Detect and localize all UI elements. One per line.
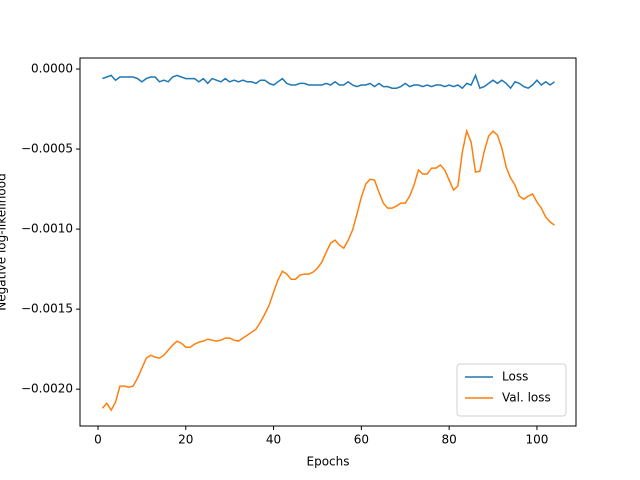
x-tick-label: 60 (354, 433, 369, 447)
x-axis-label: Epochs (307, 455, 350, 469)
x-tick-label: 0 (94, 433, 102, 447)
line (101, 128, 555, 412)
x-tick-label: 80 (442, 433, 457, 447)
x-tick-label: 20 (178, 433, 193, 447)
y-tick-label: −0.0015 (21, 302, 73, 316)
y-tick-label: −0.0020 (21, 382, 73, 396)
y-tick-label: −0.0005 (21, 142, 73, 156)
legend-label: Loss (502, 370, 528, 384)
y-tick-label: 0.0000 (31, 61, 73, 75)
x-tick-label: 40 (266, 433, 281, 447)
x-tick-label: 100 (525, 433, 548, 447)
plot-frame (79, 57, 577, 427)
y-tick-label: −0.0010 (21, 222, 73, 236)
legend-label: Val. loss (502, 391, 551, 405)
y-axis-label: Negative log-likelihood (0, 173, 9, 310)
line (102, 73, 555, 90)
